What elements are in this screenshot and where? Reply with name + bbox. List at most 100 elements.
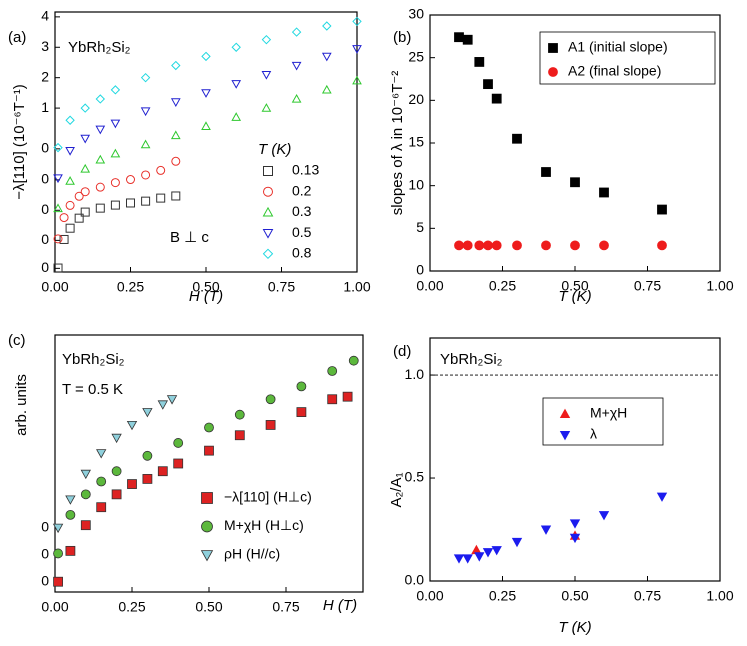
data-point (140, 72, 151, 83)
data-point (95, 154, 106, 164)
data-point (342, 391, 353, 402)
y-axis-label: arb. units (13, 374, 30, 436)
data-point (156, 165, 166, 175)
data-point (110, 148, 121, 158)
x-axis-label: T (K) (558, 619, 591, 636)
annotation: T = 0.5 K (62, 381, 123, 398)
y-tick-label: 1.0 (405, 366, 425, 382)
data-point (171, 191, 181, 201)
data-point (291, 27, 302, 37)
x-tick-label: 0.00 (416, 588, 443, 604)
data-point (352, 45, 362, 54)
data-point (96, 476, 107, 487)
data-point (261, 70, 272, 80)
data-point (59, 234, 69, 244)
data-point (327, 394, 338, 405)
y-tick-label: 0 (41, 201, 49, 217)
data-point (352, 75, 362, 85)
legend-label: −λ[110] (H⊥c) (224, 489, 312, 505)
x-tick-label: 0.25 (489, 588, 516, 604)
data-point (111, 433, 122, 444)
data-point (141, 170, 151, 180)
data-point (491, 546, 502, 556)
data-point (156, 193, 166, 203)
data-point (265, 420, 276, 430)
y-tick-label: 0 (41, 259, 49, 275)
data-point (171, 60, 181, 71)
y-tick-label: 0 (41, 231, 49, 247)
data-point (110, 85, 121, 95)
data-point (291, 61, 302, 71)
data-point (569, 519, 581, 529)
x-tick-label: 0.50 (192, 279, 219, 295)
x-tick-label: 0.50 (195, 599, 222, 615)
y-tick-label: 2 (41, 68, 49, 84)
annotation: YbRh₂Si₂ (440, 351, 503, 368)
data-point (173, 458, 184, 469)
x-tick-label: 0.25 (117, 279, 144, 295)
y-tick-label: 25 (408, 48, 424, 64)
data-point (598, 511, 610, 521)
annotation: YbRh₂Si₂ (62, 351, 125, 368)
legend-label: M+χH (H⊥c) (224, 517, 304, 533)
data-point (80, 163, 91, 173)
data-point (170, 98, 181, 108)
data-point (570, 240, 580, 251)
data-point (96, 502, 107, 513)
legend-marker (262, 248, 274, 260)
data-point (74, 191, 84, 201)
data-point (170, 130, 181, 140)
y-tick-label: 15 (408, 134, 424, 150)
legend-box (539, 31, 716, 85)
data-point (204, 422, 214, 433)
legend-label: ρH (H//c) (224, 546, 280, 562)
data-point (95, 182, 105, 192)
data-point (201, 121, 211, 131)
panel-label: (c) (8, 332, 26, 349)
data-point (59, 213, 69, 223)
y-tick-label: 3 (41, 38, 49, 54)
data-point (173, 438, 184, 448)
y-axis-label: slopes of λ in 10⁻⁶T⁻² (389, 71, 406, 216)
plot-frame (429, 337, 721, 582)
legend-marker (548, 67, 558, 77)
data-point (110, 200, 120, 210)
data-point (142, 474, 153, 484)
data-point (491, 93, 502, 104)
data-point (53, 203, 63, 213)
data-point (599, 187, 609, 198)
data-point (291, 93, 302, 103)
legend-label: 0.2 (292, 182, 312, 198)
x-axis-label: H (T) (189, 288, 223, 305)
data-point (569, 533, 581, 544)
x-tick-label: 0.00 (41, 599, 68, 615)
data-point (74, 213, 84, 223)
data-point (570, 177, 580, 188)
x-tick-label: 0.00 (41, 279, 68, 295)
data-point (599, 240, 609, 251)
data-point (65, 176, 75, 185)
legend-marker (262, 229, 274, 239)
data-point (127, 479, 137, 489)
data-point (65, 510, 76, 520)
y-tick-label: 5 (416, 219, 424, 235)
legend-label: M+χH (590, 405, 627, 421)
legend-label: A2 (final slope) (568, 63, 661, 79)
data-point (201, 51, 211, 62)
data-point (126, 420, 138, 431)
x-tick-label: 0.00 (416, 278, 443, 294)
data-point (348, 355, 359, 366)
data-point (80, 489, 91, 500)
data-point (322, 21, 332, 31)
legend-marker (262, 206, 274, 217)
data-point (231, 42, 241, 52)
data-point (65, 146, 75, 156)
data-point (462, 240, 473, 251)
x-tick-label: 0.75 (268, 279, 295, 295)
data-point (656, 492, 668, 502)
data-point (474, 57, 485, 67)
data-point (261, 34, 272, 45)
data-point (657, 240, 667, 251)
x-tick-label: 0.75 (634, 278, 661, 294)
